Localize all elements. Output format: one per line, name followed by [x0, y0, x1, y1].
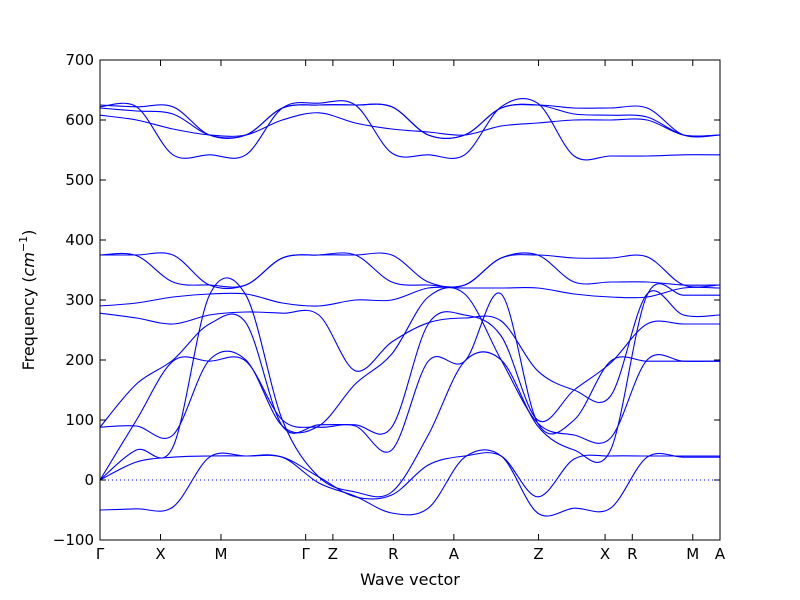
x-tick-label: M — [686, 545, 699, 563]
band-line-8 — [99, 286, 721, 307]
band-lines — [99, 97, 721, 517]
band-line-2 — [99, 452, 720, 500]
y-axis-label-suffix: ) — [19, 230, 38, 236]
band-line-6 — [99, 292, 720, 481]
x-tick-label: Z — [533, 545, 543, 563]
x-tick-label: R — [388, 545, 398, 563]
band-line-4 — [99, 287, 721, 444]
band-line-7 — [99, 290, 721, 403]
y-tick-label: 500 — [65, 171, 94, 189]
band-line-11 — [99, 112, 721, 137]
x-tick-label: X — [155, 545, 165, 563]
band-line-5 — [99, 311, 720, 435]
y-tick-label: 200 — [65, 351, 94, 369]
x-tick-label: M — [214, 545, 227, 563]
band-line-9 — [99, 252, 721, 288]
y-axis-label-prefix: Frequency ( — [19, 276, 38, 370]
y-axis-label-exponent: −1 — [17, 236, 30, 252]
band-line-10 — [100, 252, 721, 290]
x-tick-label: A — [715, 545, 726, 563]
x-tick-label: X — [600, 545, 610, 563]
y-tick-label: −100 — [53, 531, 94, 549]
band-line-13 — [99, 103, 721, 139]
y-axis-label-unit: cm — [19, 252, 38, 276]
x-tick-label: Z — [328, 545, 338, 563]
x-tick-label: A — [449, 545, 460, 563]
x-tick-label: R — [627, 545, 637, 563]
x-axis-label: Wave vector — [360, 570, 460, 589]
y-tick-label: 0 — [84, 471, 94, 489]
y-tick-label: 600 — [65, 111, 94, 129]
y-tick-label: 400 — [65, 231, 94, 249]
y-tick-label: 100 — [65, 411, 94, 429]
y-tick-label: 700 — [65, 51, 94, 69]
y-tick-label: 300 — [65, 291, 94, 309]
band-line-1 — [99, 449, 720, 517]
x-tick-label: Γ — [301, 545, 310, 563]
x-tick-label: Γ — [96, 545, 105, 563]
y-axis-label: Frequency (cm−1) — [17, 230, 38, 371]
band-line-14 — [99, 97, 721, 161]
plot-frame — [99, 59, 721, 541]
